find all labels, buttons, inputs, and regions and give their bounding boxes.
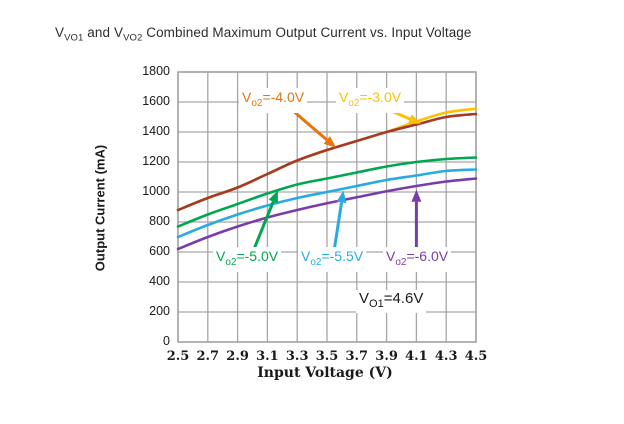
label-symbol: V xyxy=(386,248,396,264)
label-symbol: V xyxy=(339,89,349,105)
label-value: =4.6V xyxy=(383,290,424,307)
series-line-vo2-minus-6.0V xyxy=(176,177,478,251)
x-tick-label: 3.5 xyxy=(315,349,339,364)
y-tick-label: 1000 xyxy=(142,184,170,198)
y-tick-label: 800 xyxy=(149,214,170,228)
title-text: Combined Maximum Output Current vs. Inpu… xyxy=(142,25,472,40)
series-line-vo2-minus-4.0V xyxy=(176,112,478,212)
x-axis-title: Input Voltage (V) xyxy=(257,365,393,381)
curve-label-vo2-minus-4.0V: Vo2=-4.0V xyxy=(239,88,308,113)
x-tick-label: 3.7 xyxy=(345,349,369,364)
curve-label-vo2-minus-5.5V: Vo2=-5.5V xyxy=(298,247,367,272)
x-tick-label: 4.5 xyxy=(464,349,488,364)
label-subscript: o2 xyxy=(395,256,407,268)
label-value: =-6.0V xyxy=(406,248,449,264)
label-symbol: V xyxy=(359,290,370,307)
annotation-arrow-vo2-minus-6.0V xyxy=(411,189,422,255)
y-tick-label: 600 xyxy=(149,244,170,258)
label-subscript: o2 xyxy=(251,97,263,109)
y-tick-label: 0 xyxy=(163,334,170,348)
y-tick-label: 400 xyxy=(149,274,170,288)
label-value: =-3.0V xyxy=(359,89,402,105)
annotation-arrow-vo2-minus-4.0V xyxy=(288,106,336,148)
x-tick-label: 2.9 xyxy=(226,349,249,364)
chart-title: VVO1 and VVO2 Combined Maximum Output Cu… xyxy=(55,25,472,44)
x-tick-label: 4.3 xyxy=(434,349,458,364)
y-tick-label: 1200 xyxy=(142,154,170,168)
x-tick-label: 2.5 xyxy=(166,349,190,364)
curve-label-vo2-minus-5.0V: Vo2=-5.0V xyxy=(213,247,282,272)
y-tick-label: 1600 xyxy=(142,94,170,108)
label-subscript: o2 xyxy=(225,256,237,268)
label-subscript: o2 xyxy=(348,97,360,109)
plot-border xyxy=(177,71,477,343)
series-line-vo2-minus-5.0V xyxy=(176,156,478,228)
x-tick-label: 3.1 xyxy=(256,349,279,364)
annotation-arrow-vo2-minus-5.0V xyxy=(251,190,278,254)
label-symbol: V xyxy=(216,248,226,264)
y-tick-label: 1800 xyxy=(142,64,170,78)
label-subscript: o2 xyxy=(310,256,322,268)
curve-label-vo2-minus-6.0V: Vo2=-6.0V xyxy=(383,247,452,272)
series-line-vo2-minus-5.5V xyxy=(176,168,478,239)
y-axis-title: Output Current (mA) xyxy=(92,144,108,272)
curve-label-vo2-minus-3.0V: Vo2=-3.0V xyxy=(336,88,405,113)
title-subscript: VO1 xyxy=(64,32,84,44)
label-symbol: V xyxy=(301,248,311,264)
label-value: =-5.0V xyxy=(236,248,279,264)
title-text: V xyxy=(55,25,65,40)
gridlines xyxy=(177,71,477,343)
title-text: and V xyxy=(83,25,124,40)
label-value: =-5.5V xyxy=(321,248,364,264)
condition-label-vo1: VO1=4.6V xyxy=(356,290,427,313)
x-tick-label: 4.1 xyxy=(405,349,428,364)
y-tick-label: 200 xyxy=(149,304,170,318)
label-value: =-4.0V xyxy=(262,89,305,105)
x-tick-label: 3.3 xyxy=(285,349,309,364)
label-symbol: V xyxy=(242,89,252,105)
x-tick-label: 2.7 xyxy=(196,349,220,364)
y-tick-label: 1400 xyxy=(142,124,170,138)
x-tick-label: 3.9 xyxy=(375,349,398,364)
label-subscript: O1 xyxy=(369,298,384,310)
title-subscript: VO2 xyxy=(123,32,143,44)
